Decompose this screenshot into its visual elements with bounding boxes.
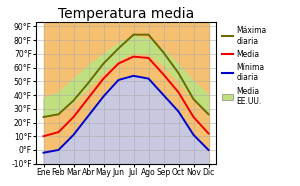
- Title: Temperatura media: Temperatura media: [58, 7, 194, 21]
- Legend: Máxima
diaria, Media, Mínima
diaria, Media
EE.UU.: Máxima diaria, Media, Mínima diaria, Med…: [222, 26, 266, 106]
